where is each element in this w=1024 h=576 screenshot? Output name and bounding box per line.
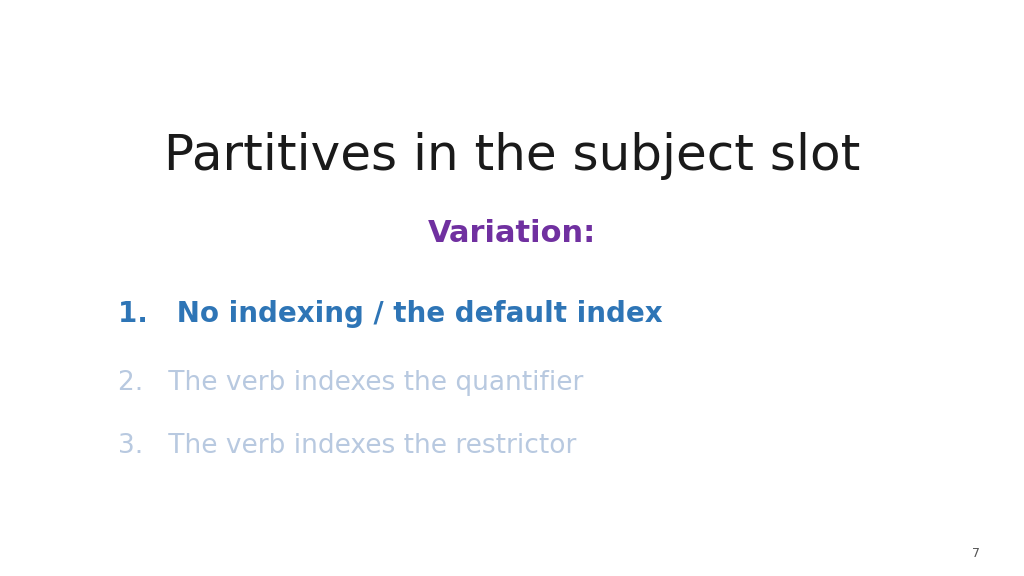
Text: 7: 7 bbox=[972, 547, 980, 560]
Text: 2.   The verb indexes the quantifier: 2. The verb indexes the quantifier bbox=[118, 370, 583, 396]
Text: Variation:: Variation: bbox=[428, 219, 596, 248]
Text: 3.   The verb indexes the restrictor: 3. The verb indexes the restrictor bbox=[118, 433, 577, 460]
Text: 1.   No indexing / the default index: 1. No indexing / the default index bbox=[118, 300, 663, 328]
Text: Partitives in the subject slot: Partitives in the subject slot bbox=[164, 131, 860, 180]
